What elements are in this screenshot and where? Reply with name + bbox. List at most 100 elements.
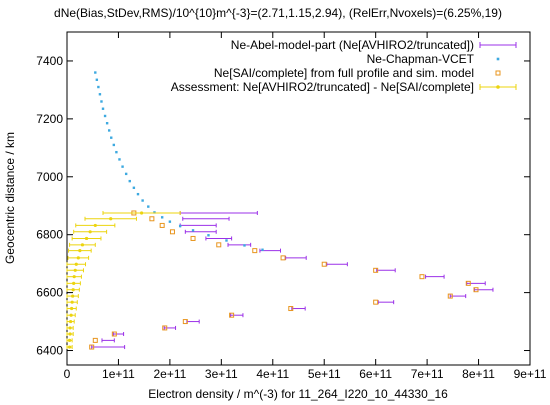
assessment-dot bbox=[88, 230, 92, 234]
legend-label: Ne-Abel-model-part (Ne[AVHIRO2/truncated… bbox=[231, 38, 474, 52]
chapman-point bbox=[110, 136, 113, 139]
x-tick-label: 2e+11 bbox=[153, 367, 186, 381]
sai-point bbox=[111, 331, 117, 337]
chapman-point bbox=[97, 85, 100, 89]
chapman-point bbox=[178, 224, 182, 228]
x-tick-label: 6e+11 bbox=[359, 367, 392, 381]
sai-point bbox=[288, 306, 294, 312]
x-tick-label: 7e+11 bbox=[411, 367, 444, 381]
sai-point bbox=[473, 287, 479, 293]
sai-point bbox=[373, 267, 379, 273]
chapman-point bbox=[98, 93, 102, 96]
legend-label: Assessment: Ne[AVHIRO2/truncated] - Ne[S… bbox=[171, 80, 474, 94]
chapman-point bbox=[124, 172, 128, 176]
chapman-point bbox=[101, 107, 105, 110]
chapman-point bbox=[128, 179, 131, 183]
sai-point bbox=[92, 337, 98, 343]
assessment-dot bbox=[80, 243, 85, 247]
chapman-point bbox=[100, 100, 103, 103]
legend: Ne-Abel-model-part (Ne[AVHIRO2/truncated… bbox=[171, 38, 517, 94]
y-tick-label: 6400 bbox=[36, 344, 63, 358]
legend-label: Ne-Chapman-VCET bbox=[367, 52, 475, 66]
assessment-dot bbox=[69, 319, 73, 324]
chapman-point bbox=[243, 244, 246, 247]
assessment-dot bbox=[70, 300, 74, 304]
x-axis-title: Electron density / m^(-3) for 11_264_I22… bbox=[148, 387, 448, 401]
chapman-point bbox=[105, 122, 109, 125]
chapman-point bbox=[225, 239, 228, 242]
sai-point bbox=[447, 293, 453, 299]
assessment-dot bbox=[70, 306, 74, 311]
plot-frame bbox=[66, 31, 531, 366]
legend-sample-dot bbox=[496, 85, 500, 89]
assessment-dot bbox=[72, 281, 76, 285]
assessment-dot bbox=[71, 294, 75, 298]
sai-point bbox=[216, 242, 222, 248]
y-axis: 6400 6600 6800 7000 7200 7400 bbox=[36, 54, 530, 358]
chapman-point bbox=[160, 216, 164, 219]
chart-title: dNe(Bias,StDev,RMS)/10^{10}m^{-3}=(2.71,… bbox=[54, 6, 502, 20]
plot-area bbox=[66, 71, 494, 350]
sai-point bbox=[169, 229, 175, 235]
assessment-dot bbox=[93, 223, 97, 228]
y-tick-label: 7400 bbox=[36, 54, 63, 68]
x-tick-label: 5e+11 bbox=[308, 367, 341, 381]
chapman-point bbox=[147, 205, 150, 208]
sai-point bbox=[373, 299, 379, 305]
sai-point bbox=[280, 255, 286, 261]
sai-point bbox=[419, 274, 425, 280]
sai-point bbox=[159, 222, 165, 228]
series-2 bbox=[89, 210, 479, 350]
series-0 bbox=[91, 210, 494, 350]
assessment-dot bbox=[68, 326, 72, 330]
chapman-point bbox=[121, 165, 124, 168]
chapman-point bbox=[141, 199, 144, 202]
series-3 bbox=[66, 210, 181, 350]
sai-point bbox=[465, 280, 471, 286]
assessment-dot bbox=[84, 236, 89, 241]
assessment-dot bbox=[109, 217, 113, 221]
x-tick-label: 8e+11 bbox=[462, 367, 495, 381]
chapman-point bbox=[191, 229, 195, 232]
chapman-point bbox=[168, 220, 172, 223]
x-tick-label: 3e+11 bbox=[205, 367, 238, 381]
y-tick-label: 7000 bbox=[36, 170, 63, 184]
assessment-dot bbox=[74, 262, 78, 266]
assessment-dot bbox=[67, 345, 72, 349]
chapman-point bbox=[107, 129, 111, 132]
series-1 bbox=[94, 71, 264, 251]
chapman-point bbox=[94, 71, 97, 74]
x-tick-label: 0 bbox=[64, 367, 71, 381]
chapman-point bbox=[132, 186, 136, 189]
assessment-dot bbox=[71, 288, 75, 292]
chapman-point bbox=[112, 143, 116, 147]
sai-point bbox=[149, 216, 155, 222]
x-tick-label: 1e+11 bbox=[102, 367, 135, 381]
chapman-point bbox=[261, 248, 264, 251]
chapman-point bbox=[136, 192, 140, 196]
assessment-dot bbox=[69, 313, 73, 317]
sai-point bbox=[190, 235, 196, 241]
sai-point bbox=[162, 325, 168, 331]
chapman-point bbox=[118, 158, 121, 161]
y-tick-label: 6800 bbox=[36, 228, 63, 242]
y-tick-label: 7200 bbox=[36, 112, 63, 126]
legend-sample-dot bbox=[496, 57, 500, 61]
legend-label: Ne[SAI/complete] from full profile and s… bbox=[214, 66, 474, 80]
legend-sample-square bbox=[495, 70, 501, 76]
chapman-point bbox=[153, 211, 156, 214]
assessment-dot bbox=[76, 256, 80, 260]
sai-point bbox=[229, 312, 235, 318]
assessment-dot bbox=[139, 211, 144, 215]
assessment-dot bbox=[72, 275, 76, 279]
chapman-point bbox=[95, 78, 99, 81]
assessment-dot bbox=[73, 268, 77, 272]
assessment-dot bbox=[68, 332, 72, 336]
assessment-dot bbox=[78, 249, 82, 253]
chapman-point bbox=[103, 114, 107, 118]
x-tick-label: 4e+11 bbox=[256, 367, 289, 381]
chapman-point bbox=[207, 234, 210, 237]
sai-point bbox=[321, 261, 327, 267]
chapman-point bbox=[115, 150, 118, 154]
